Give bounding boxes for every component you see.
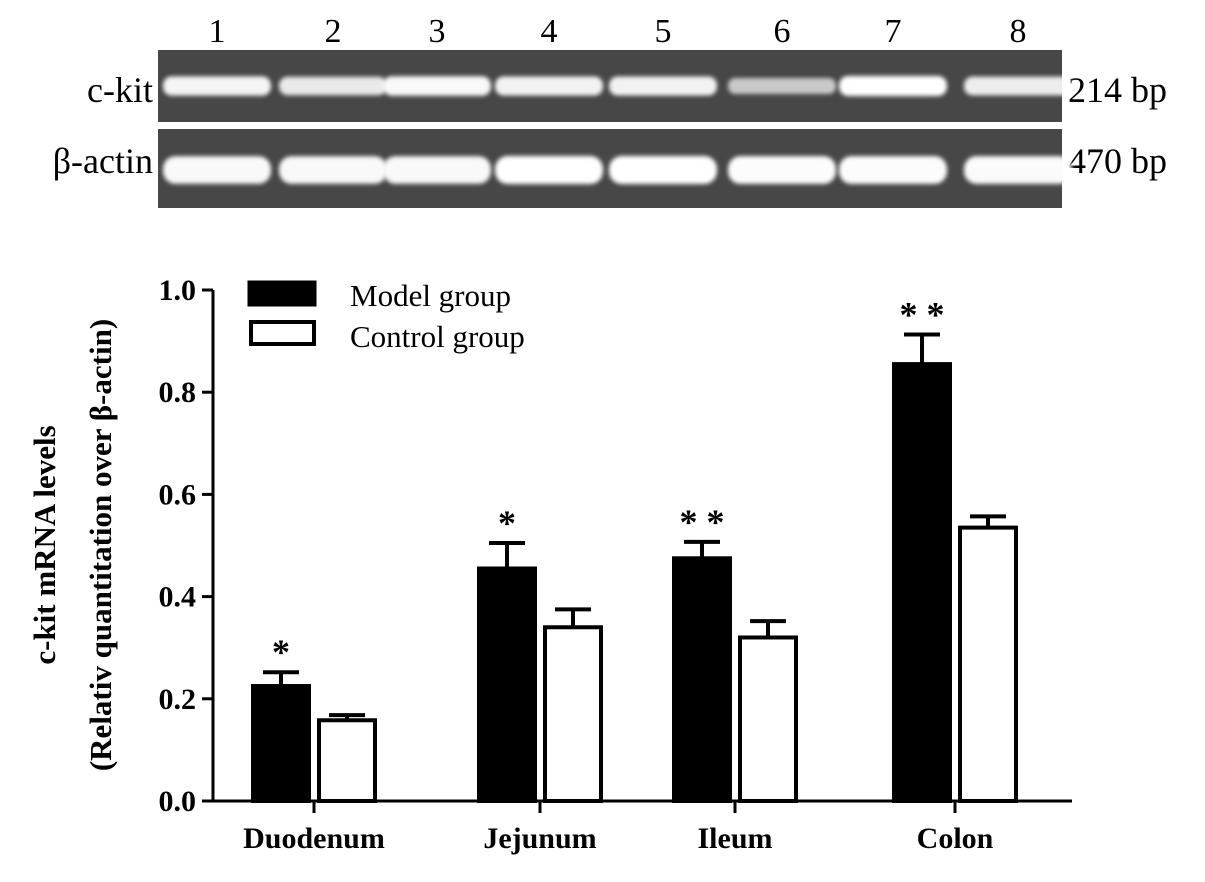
lane-label: 2 xyxy=(325,13,342,50)
significance-mark: * * xyxy=(680,502,725,542)
significance-marks: * * * * * * xyxy=(272,294,945,672)
gel-band xyxy=(728,78,836,94)
gel-band xyxy=(839,156,947,184)
lane-label: 4 xyxy=(541,13,558,50)
bar-model xyxy=(892,362,952,803)
significance-mark: * * xyxy=(900,294,945,334)
y-tick-label: 0.6 xyxy=(159,478,197,511)
gel-image: 1 2 3 4 5 6 7 8 c-kit 214 bp β-actin 470 bp xyxy=(53,13,1167,208)
legend-swatch-control xyxy=(249,320,316,346)
gel-row-label: c-kit xyxy=(87,70,153,110)
y-axis-label-line1: c-kit mRNA levels xyxy=(27,425,62,664)
gel-band xyxy=(964,156,1072,184)
lane-label: 6 xyxy=(774,13,791,50)
x-axis: Duodenum Jejunum Ileum Colon xyxy=(213,799,1072,855)
x-tick-label: Duodenum xyxy=(243,822,385,855)
lane-label: 3 xyxy=(429,13,446,50)
legend-label-control: Control group xyxy=(350,319,525,354)
x-tick-label: Ileum xyxy=(698,822,773,855)
y-tick-label: 1.0 xyxy=(159,274,197,307)
gel-band xyxy=(495,76,603,96)
gel-band-size: 470 bp xyxy=(1068,141,1167,181)
bar-chart: c-kit mRNA levels (Relativ quantitation … xyxy=(27,274,1072,855)
significance-mark: * xyxy=(498,503,516,543)
legend: Model group Control group xyxy=(247,278,525,354)
x-tick-label: Jejunum xyxy=(483,822,596,855)
gel-band xyxy=(839,76,947,96)
gel-band xyxy=(964,76,1072,96)
bar-control xyxy=(543,625,603,804)
y-tick-label: 0.0 xyxy=(159,785,197,818)
gel-band xyxy=(728,156,836,184)
gel-band xyxy=(279,76,387,96)
gel-band xyxy=(163,156,271,184)
gel-band xyxy=(163,76,271,96)
lane-label: 7 xyxy=(885,13,902,50)
gel-band xyxy=(383,156,491,184)
lane-label: 1 xyxy=(209,13,226,50)
significance-mark: * xyxy=(272,632,290,672)
bar-model xyxy=(477,566,537,803)
lane-label: 8 xyxy=(1010,13,1027,50)
bar-model xyxy=(251,684,311,804)
gel-band xyxy=(383,76,491,96)
gel-row: c-kit 214 bp xyxy=(87,50,1167,122)
gel-band xyxy=(495,156,603,184)
legend-swatch-model xyxy=(247,280,317,307)
y-tick-label: 0.2 xyxy=(159,683,197,716)
bar-control xyxy=(317,718,377,804)
gel-band xyxy=(279,156,387,184)
y-axis-label-line2: (Relativ quantitation over β-actin) xyxy=(83,319,118,771)
y-axis: 0.0 0.2 0.4 0.6 0.8 1.0 xyxy=(159,274,215,818)
y-tick-label: 0.4 xyxy=(159,581,197,614)
lane-labels: 1 2 3 4 5 6 7 8 xyxy=(209,13,1027,50)
gel-row: β-actin 470 bp xyxy=(53,129,1167,208)
bar-model xyxy=(672,556,732,804)
bar-control xyxy=(738,635,798,803)
bars xyxy=(251,362,1018,804)
y-tick-label: 0.8 xyxy=(159,376,197,409)
gel-band xyxy=(609,76,717,96)
gel-band xyxy=(609,156,717,184)
x-tick-label: Colon xyxy=(917,822,994,855)
gel-band-size: 214 bp xyxy=(1068,70,1167,110)
bar-control xyxy=(958,525,1018,803)
legend-label-model: Model group xyxy=(350,278,511,313)
lane-label: 5 xyxy=(655,13,672,50)
gel-row-label: β-actin xyxy=(53,141,153,181)
gel-rows: c-kit 214 bp β-actin 470 bp xyxy=(53,50,1167,208)
error-bars xyxy=(263,332,1006,721)
